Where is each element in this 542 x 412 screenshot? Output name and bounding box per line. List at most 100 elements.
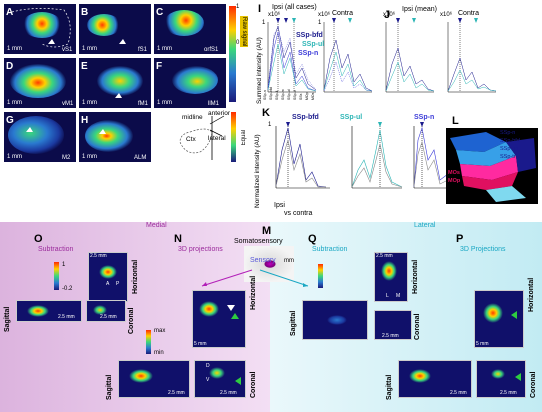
- panel-letter-i: I: [258, 3, 262, 15]
- q-scale-1: 2.5 mm: [376, 253, 393, 259]
- p-horizontal-slice: [474, 290, 524, 348]
- p-coronal-label: Coronal: [530, 371, 537, 398]
- brain-map-fS1: [79, 4, 151, 54]
- n-cb-min: min: [154, 350, 164, 356]
- region-label-fm1: fM1: [138, 101, 149, 107]
- region-label-m2: M2: [62, 155, 71, 161]
- p-scale-1: 5 mm: [476, 341, 489, 347]
- panel-letter-o: O: [34, 233, 43, 245]
- q-horizontal-slice: [374, 252, 408, 302]
- title-ipsi-mean: Ipsi (mean): [402, 6, 438, 13]
- n-scale-3: 2.5 mm: [220, 390, 237, 396]
- schematic-lateral: lateral: [208, 135, 226, 142]
- svg-text:SSp-tr: SSp-tr: [293, 89, 297, 100]
- q-colorbar: [318, 264, 323, 288]
- title-contra-i: Contra: [332, 10, 354, 17]
- o-sagittal-slice: [16, 300, 82, 322]
- svg-text:SSp-n: SSp-n: [263, 90, 267, 100]
- activation-blob: [10, 64, 66, 98]
- line-plots-k: [275, 122, 461, 189]
- n-colorbar: [146, 330, 151, 354]
- p-horizontal-label: Horizontal: [528, 277, 535, 312]
- colorbar-label-equal: Equal: [241, 130, 247, 146]
- q-sagittal-label: Sagittal: [290, 310, 297, 336]
- region-label-fs1: fS1: [138, 47, 148, 53]
- svg-text:SSp-ul: SSp-ul: [287, 89, 291, 100]
- n-coronal-slice: [194, 360, 246, 398]
- svg-text:SSp-bfd: SSp-bfd: [269, 87, 273, 100]
- brain-map-ALM: [79, 112, 151, 162]
- m-title: Somatosensory: [234, 238, 283, 245]
- o-title: Subtraction: [38, 246, 74, 253]
- activation-blob: [164, 10, 204, 36]
- region-label-alm: ALM: [134, 155, 147, 161]
- region-label-vs1: vS1: [62, 47, 73, 53]
- k-legend-ul: SSp-ul: [340, 114, 363, 121]
- o-cb-max: 1: [62, 262, 66, 268]
- o-scale-2: 2.5 mm: [58, 314, 75, 320]
- m-sensory-label: Sensory: [250, 257, 276, 264]
- title-contra-j: Contra: [458, 10, 480, 17]
- k-ipsi-label: Ipsi: [274, 202, 285, 209]
- q-horizontal-label: Horizontal: [412, 259, 419, 294]
- m-arrows: [201, 269, 309, 287]
- q-title: Subtraction: [312, 246, 348, 253]
- colorbar-max: 1: [236, 4, 240, 10]
- o-sagittal-label: Sagittal: [4, 306, 11, 332]
- panel-letter-c: C: [156, 7, 164, 18]
- title-ipsi-all: Ipsi (all cases): [272, 4, 317, 11]
- panel-letter-l: L: [452, 115, 459, 127]
- o-coronal-slice: [86, 300, 126, 322]
- panel-letter-q: Q: [308, 233, 317, 245]
- activation-blob: [22, 12, 62, 38]
- k-legend-bfd: SSp-bfd: [292, 114, 319, 121]
- l-label-mos: MOs: [448, 170, 460, 176]
- line-plots-ij: SSp-n SSp-bfd SSp-ll SSp-m SSp-ul SSp-tr…: [263, 18, 497, 100]
- scale-bar-e: 1 mm: [82, 100, 97, 106]
- o-scale-1: 2.5 mm: [90, 253, 107, 259]
- schematic-midline: midline: [182, 114, 203, 121]
- schematic-anterior: anterior: [208, 110, 231, 117]
- n-sagittal-label: Sagittal: [106, 374, 113, 400]
- o-cb-min: -0.2: [62, 286, 73, 292]
- panel-letter-e: E: [81, 61, 88, 72]
- n-sagittal-slice: [118, 360, 190, 398]
- region-label-vm1: vM1: [62, 101, 74, 107]
- l-label-mop: MOp: [448, 178, 461, 184]
- axis-letter-d: D: [206, 363, 210, 369]
- k-legend-n: SSp-n: [414, 114, 435, 121]
- brain-map-orfS1: [154, 4, 226, 54]
- svg-text:MOp: MOp: [305, 92, 309, 100]
- scale-bar-g: 1 mm: [7, 154, 22, 160]
- brain-map-vM1: [4, 58, 76, 108]
- scale-bar-f: 1 mm: [157, 100, 172, 106]
- axis-letter-a: A: [106, 281, 110, 287]
- panel-letter-m: M: [262, 225, 272, 237]
- activation-blob: [97, 66, 143, 96]
- q-coronal-label: Coronal: [414, 313, 421, 340]
- m-injection-site: [264, 260, 276, 268]
- n-cb-max: max: [154, 328, 166, 334]
- activation-blob: [172, 66, 218, 94]
- exp-label-i-right: x10⁶: [318, 12, 331, 18]
- q-scale-2: 2.5 mm: [382, 333, 399, 339]
- n-scale-2: 2.5 mm: [168, 390, 185, 396]
- schematic-ctx: Ctx: [186, 136, 196, 143]
- exp-label-j-right: x10⁶: [440, 12, 453, 18]
- svg-text:MOs: MOs: [311, 92, 315, 100]
- q-sagittal-slice: [302, 300, 368, 340]
- tick-i-2: 1: [318, 20, 322, 26]
- axis-letter-m: M: [396, 293, 401, 299]
- o-scale-3: 2.5 mm: [100, 314, 117, 320]
- svg-text:SSp-m: SSp-m: [281, 89, 285, 100]
- p-sagittal-label: Sagittal: [386, 374, 393, 400]
- scale-bar-a: 1 mm: [7, 46, 22, 52]
- region-label-orfs1: orfS1: [204, 47, 219, 53]
- exp-label-j-left: x10⁶: [383, 12, 396, 18]
- brain-map-fM1: [79, 58, 151, 108]
- scale-bar-b: 1 mm: [82, 46, 97, 52]
- axis-letter-p: P: [116, 281, 120, 287]
- legend-ssp-n: SSp-n: [298, 50, 319, 57]
- n-horizontal-label: Horizontal: [250, 275, 257, 310]
- panel-letter-h: H: [81, 115, 89, 126]
